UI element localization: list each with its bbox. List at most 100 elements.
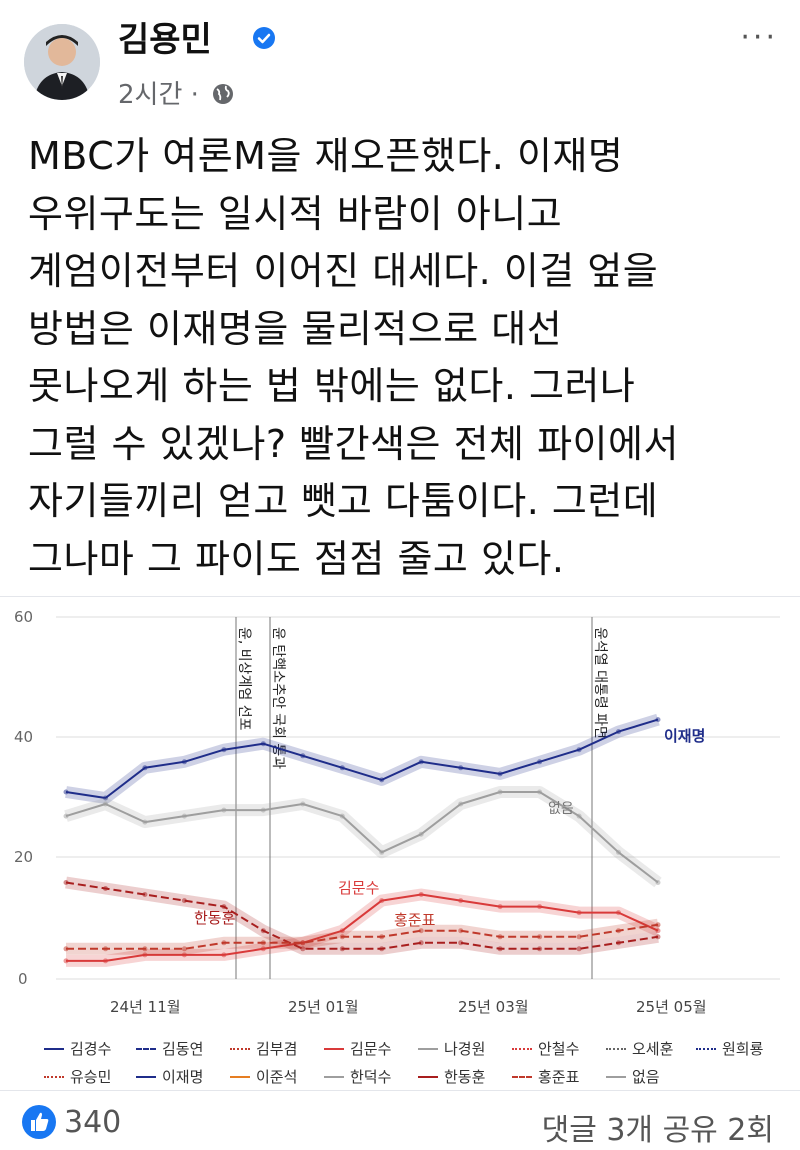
like-reaction-icon[interactable]	[22, 1105, 56, 1139]
series-label-none: 없음	[548, 801, 574, 817]
legend-item[interactable]: 없음	[606, 1066, 660, 1087]
data-point	[655, 880, 661, 885]
event-label: 윤, 비상계엄 선포	[236, 627, 252, 731]
data-point	[339, 946, 345, 952]
data-point	[103, 958, 108, 964]
legend-item[interactable]: 김문수	[324, 1038, 391, 1059]
legend-label: 김동연	[162, 1040, 204, 1058]
data-point	[142, 765, 148, 771]
data-point	[181, 813, 187, 819]
legend-item[interactable]: 나경원	[418, 1038, 485, 1059]
data-point	[418, 831, 424, 837]
data-point	[576, 747, 582, 753]
data-point	[655, 922, 661, 928]
data-point	[300, 801, 306, 807]
data-point	[379, 777, 385, 783]
data-point	[616, 729, 621, 735]
data-point	[616, 849, 621, 855]
data-point	[379, 946, 385, 952]
series-line	[65, 718, 659, 799]
legend-label: 오세훈	[632, 1040, 674, 1058]
data-point	[300, 946, 306, 952]
post-footer: 340 댓글 3개 공유 2회	[0, 1090, 800, 1150]
legend-label: 김문수	[350, 1040, 392, 1058]
legend-item[interactable]: 한동훈	[418, 1066, 485, 1087]
data-point	[339, 928, 345, 934]
data-point	[418, 759, 424, 765]
author-avatar[interactable]	[24, 24, 100, 100]
legend-item[interactable]: 이재명	[136, 1066, 203, 1087]
legend-item[interactable]: 원희룡	[696, 1038, 763, 1059]
legend-swatch	[606, 1076, 626, 1078]
data-point	[655, 934, 661, 940]
data-point	[497, 904, 503, 910]
legend-swatch	[418, 1076, 438, 1078]
data-point	[418, 940, 424, 946]
data-point	[260, 940, 266, 946]
data-point	[103, 946, 108, 952]
legend-label: 원희룡	[722, 1040, 764, 1058]
y-tick-label: 0	[18, 970, 28, 988]
post-line: 우위구도는 일시적 바람이 아니고	[28, 191, 563, 236]
author-name[interactable]: 김용민	[118, 20, 212, 60]
data-point	[379, 849, 385, 855]
post-text: MBC가 여론M을 재오픈했다. 이재명 우위구도는 일시적 바람이 아니고 계…	[28, 128, 788, 588]
post-line: 방법은 이재명을 물리적으로 대선	[28, 306, 563, 351]
data-point	[103, 886, 108, 891]
legend-swatch	[136, 1076, 156, 1078]
legend-item[interactable]: 안철수	[512, 1038, 579, 1059]
post-time[interactable]: 2시간	[118, 80, 183, 110]
data-point	[63, 880, 69, 885]
post-line: 그럴 수 있겠나? 빨간색은 전체 파이에서	[28, 421, 679, 466]
comment-share-count[interactable]: 댓글 3개 공유 2회	[541, 1113, 774, 1148]
data-point	[379, 934, 385, 940]
data-point	[458, 898, 464, 904]
event-label: 윤 탄핵소추안 국회 통과	[270, 627, 286, 769]
x-tick-label: 25년 05월	[636, 998, 707, 1016]
legend-item[interactable]: 김동연	[136, 1038, 203, 1059]
legend-item[interactable]: 오세훈	[606, 1038, 673, 1059]
legend-item[interactable]: 유승민	[44, 1066, 111, 1087]
data-point	[418, 892, 424, 897]
data-point	[616, 910, 621, 916]
legend-row: 유승민 이재명 이준석 한덕수 한동훈 홍준표 없음	[40, 1066, 800, 1088]
meta-separator: ·	[190, 80, 199, 110]
legend-swatch	[230, 1048, 250, 1050]
like-count[interactable]: 340	[64, 1105, 122, 1140]
more-options-button[interactable]: ···	[740, 20, 778, 55]
x-tick-label: 25년 03월	[458, 998, 529, 1016]
series-line	[65, 791, 659, 884]
legend-item[interactable]: 이준석	[230, 1066, 297, 1087]
data-point	[260, 946, 266, 952]
series-label-lee: 이재명	[664, 727, 705, 745]
data-point	[339, 813, 345, 819]
data-point	[458, 928, 464, 934]
data-point	[300, 940, 306, 946]
legend-swatch	[512, 1048, 532, 1050]
series-line	[66, 893, 659, 962]
data-point	[379, 898, 385, 904]
post-meta: 2시간 ·	[118, 74, 235, 111]
legend-item[interactable]: 홍준표	[512, 1066, 579, 1087]
legend-label: 없음	[632, 1068, 660, 1086]
data-point	[497, 946, 503, 952]
series-label-hong: 홍준표	[394, 911, 436, 929]
data-point	[537, 759, 543, 765]
legend-item[interactable]: 김경수	[44, 1038, 111, 1059]
y-tick-label: 60	[14, 608, 33, 626]
series-band	[65, 713, 660, 804]
data-point	[655, 928, 661, 934]
legend-item[interactable]: 한덕수	[324, 1066, 391, 1087]
legend-swatch	[324, 1048, 344, 1050]
series-line	[66, 923, 659, 950]
poll-chart[interactable]: 60 40 20 0 24년 11월 25년 01월 25년 03월 25년 0…	[0, 596, 800, 1087]
post-line: 그나마 그 파이도 점점 줄고 있다.	[28, 536, 565, 581]
series-label-kim: 김문수	[338, 879, 379, 897]
data-point	[616, 928, 621, 934]
data-point	[142, 892, 148, 897]
data-point	[576, 910, 582, 916]
data-point	[655, 717, 661, 723]
data-point	[181, 952, 187, 958]
post-header: 김용민 2시간 · ···	[0, 0, 800, 120]
legend-item[interactable]: 김부겸	[230, 1038, 297, 1059]
